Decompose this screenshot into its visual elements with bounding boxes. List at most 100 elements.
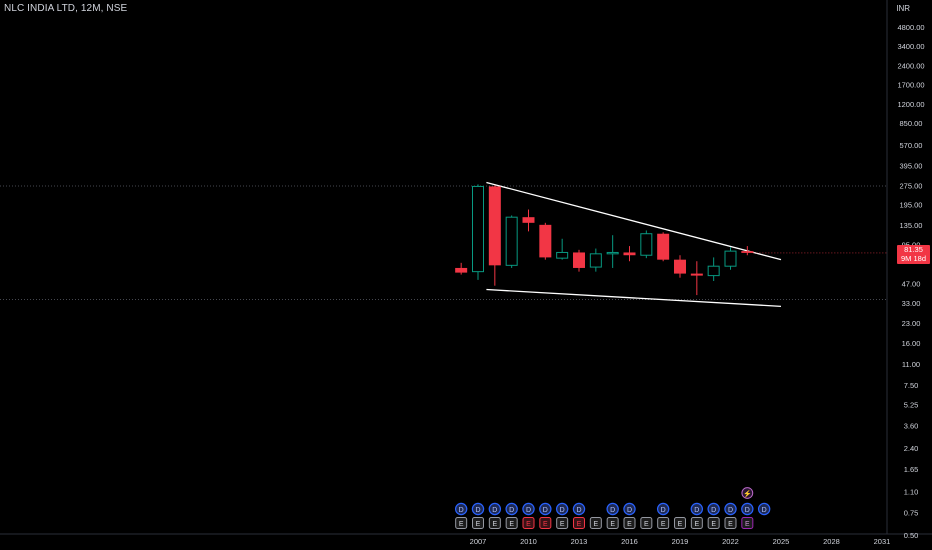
- candle-body: [741, 251, 754, 253]
- dividend-marker-label: D: [475, 507, 480, 514]
- earnings-marker: [455, 517, 468, 529]
- y-tick-label: 850.00: [900, 119, 923, 128]
- dividend-marker-label: D: [745, 507, 750, 514]
- earnings-marker-label: E: [577, 521, 582, 528]
- dividend-marker-label: D: [711, 507, 716, 514]
- earnings-marker: [657, 517, 670, 529]
- candle-body: [606, 251, 619, 255]
- currency-label: INR: [896, 4, 910, 13]
- earnings-marker-label: E: [476, 521, 481, 528]
- x-tick-label: 2031: [874, 537, 891, 546]
- earnings-marker-label: E: [644, 521, 649, 528]
- earnings-marker: [673, 517, 686, 529]
- dividend-marker: [741, 502, 754, 516]
- candle-body: [589, 253, 602, 268]
- dividend-marker: [757, 502, 771, 516]
- y-tick-label: 33.00: [902, 299, 921, 308]
- earnings-marker-label: E: [509, 521, 514, 528]
- y-tick-label: 1.65: [904, 465, 919, 474]
- earnings-marker-label: E: [526, 521, 531, 528]
- earnings-marker: [539, 517, 552, 529]
- y-tick-label: 1700.00: [897, 81, 924, 90]
- chart-title: NLC INDIA LTD, 12M, NSE: [4, 3, 128, 14]
- dividend-marker-label: D: [543, 507, 548, 514]
- x-tick-label: 2028: [823, 537, 840, 546]
- x-tick-label: 2016: [621, 537, 638, 546]
- earnings-marker: [472, 517, 484, 529]
- earnings-marker-label: E: [593, 521, 598, 528]
- y-tick-label: 4800.00: [897, 23, 924, 32]
- earnings-marker-label: E: [459, 521, 464, 528]
- y-tick-label: 0.50: [904, 531, 919, 540]
- earnings-marker-label: E: [728, 521, 733, 528]
- y-tick-label: 1200.00: [897, 100, 924, 109]
- x-tick-label: 2019: [672, 537, 689, 546]
- candle-body: [657, 233, 670, 260]
- y-tick-label: 16.00: [902, 339, 921, 348]
- y-tick-label: 3400.00: [897, 42, 924, 51]
- candle-body: [539, 224, 552, 258]
- dividend-marker: [707, 502, 720, 516]
- y-tick-label: 3.60: [904, 422, 919, 431]
- earnings-marker: [488, 517, 501, 529]
- x-tick-label: 2022: [722, 537, 739, 546]
- x-tick-label: 2013: [571, 537, 588, 546]
- earnings-marker-label: E: [543, 521, 548, 528]
- dividend-marker: [572, 502, 586, 516]
- last-price-badge: 81.35 9M 18d: [897, 245, 930, 264]
- dividend-marker-label: D: [694, 507, 699, 514]
- y-tick-label: 570.00: [900, 141, 923, 150]
- dividend-marker-label: D: [509, 507, 514, 514]
- dividend-marker-label: D: [492, 507, 497, 514]
- y-tick-label: 195.00: [900, 200, 923, 209]
- earnings-marker: [572, 517, 585, 529]
- earnings-marker-label: E: [627, 521, 632, 528]
- dividend-marker: [488, 502, 502, 516]
- earnings-marker: [640, 517, 653, 529]
- earnings-marker: [522, 517, 535, 529]
- dividend-marker: [471, 502, 485, 516]
- candle-body: [488, 186, 501, 266]
- candle-body: [522, 217, 535, 223]
- y-tick-label: 2.40: [904, 444, 919, 453]
- y-tick-label: 47.00: [902, 279, 921, 288]
- y-tick-label: 11.00: [902, 360, 920, 369]
- dividend-marker-label: D: [560, 507, 565, 514]
- candle-body: [472, 185, 484, 273]
- last-price-value: 81.35: [904, 245, 923, 254]
- candle-body: [556, 251, 569, 259]
- candle-body: [623, 252, 636, 256]
- trendline: [486, 181, 782, 261]
- y-tick-label: 395.00: [900, 161, 923, 170]
- earnings-marker: [556, 517, 569, 529]
- candle-body: [572, 252, 585, 268]
- dividend-marker: [454, 502, 468, 516]
- dividend-marker-label: D: [610, 507, 615, 514]
- dividend-marker-label: D: [526, 507, 531, 514]
- earnings-marker: [606, 517, 619, 529]
- earnings-marker: [589, 517, 602, 529]
- dividend-marker: [606, 502, 619, 516]
- dividend-marker: [522, 502, 535, 516]
- earnings-marker: [707, 517, 720, 529]
- dividend-marker-label: D: [459, 507, 464, 514]
- candle-body: [673, 259, 686, 274]
- earnings-marker-label: E: [492, 521, 497, 528]
- last-price-countdown: 9M 18d: [900, 254, 927, 263]
- y-tick-label: 23.00: [902, 319, 921, 328]
- earnings-marker: [724, 517, 737, 529]
- dividend-marker: [656, 502, 670, 516]
- dividend-marker: [555, 502, 569, 516]
- earnings-marker-label: E: [560, 521, 565, 528]
- dividend-marker: [724, 502, 737, 516]
- earnings-marker: [623, 517, 636, 529]
- y-tick-label: 135.00: [900, 221, 923, 230]
- candle-body: [640, 233, 653, 256]
- x-tick-label: 2007: [470, 537, 487, 546]
- dividend-marker-label: D: [576, 507, 581, 514]
- dividend-marker: [539, 502, 552, 516]
- y-tick-label: 5.25: [904, 401, 919, 410]
- dividend-marker-label: D: [762, 507, 767, 514]
- y-tick-label: 275.00: [900, 181, 923, 190]
